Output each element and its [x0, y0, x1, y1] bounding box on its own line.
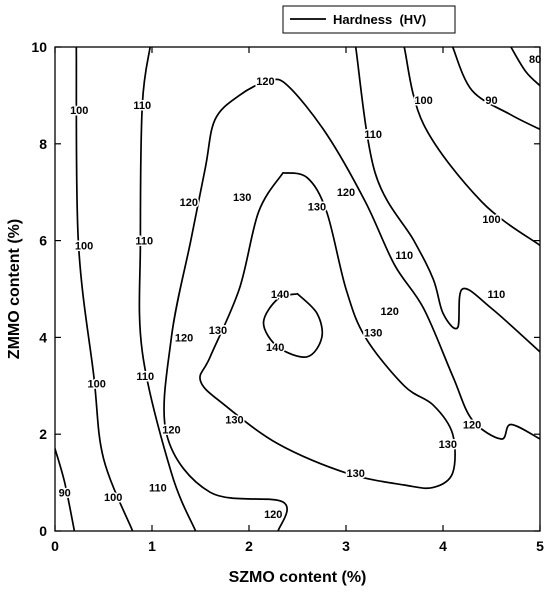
- contour-label-90: 90: [485, 95, 497, 107]
- contour-label-130: 130: [439, 439, 457, 451]
- y-tick-label: 2: [39, 426, 47, 442]
- contour-label-120: 120: [256, 76, 274, 88]
- contour-label-120: 120: [463, 420, 481, 432]
- legend-label: Hardness (HV): [333, 12, 426, 27]
- contour-label-130: 130: [225, 415, 243, 427]
- contour-label-140: 140: [271, 289, 289, 301]
- contour-label-130: 130: [308, 202, 326, 214]
- contour-label-110: 110: [133, 100, 151, 112]
- contour-label-130: 130: [364, 328, 382, 340]
- y-tick-label: 4: [39, 329, 47, 345]
- contours-layer: [55, 47, 540, 531]
- contour-label-100: 100: [414, 95, 432, 107]
- contour-line-100: [403, 47, 540, 247]
- x-axis-title: SZMO content (%): [229, 569, 367, 586]
- contour-label-80: 80: [529, 54, 541, 66]
- contour-line-140: [262, 292, 324, 358]
- contour-label-100: 100: [104, 492, 122, 504]
- contour-line-110: [354, 47, 540, 353]
- contour-label-130: 130: [209, 325, 227, 337]
- contour-label-90: 90: [59, 487, 71, 499]
- contour-label-120: 120: [264, 509, 282, 521]
- contour-line-130: [199, 171, 456, 490]
- contour-label-100: 100: [70, 105, 88, 117]
- y-axis-title: ZMMO content (%): [6, 219, 23, 359]
- contour-line-100: [75, 47, 134, 531]
- contour-label-120: 120: [180, 197, 198, 209]
- contour-label-110: 110: [487, 289, 505, 301]
- contour-line-80: [510, 47, 540, 87]
- x-tick-label: 5: [536, 538, 544, 554]
- y-tick-label: 8: [39, 136, 47, 152]
- x-tick-label: 4: [439, 538, 447, 554]
- contour-label-120: 120: [337, 187, 355, 199]
- contour-label-110: 110: [364, 129, 382, 141]
- y-tick-label: 0: [39, 523, 47, 539]
- y-axis-ticks: 0 2 4 6 8 10: [31, 39, 540, 539]
- plot-frame: [54, 46, 541, 532]
- y-tick-label: 10: [31, 39, 47, 55]
- contour-label-100: 100: [482, 214, 500, 226]
- contour-line-90: [451, 47, 540, 131]
- x-tick-label: 1: [148, 538, 156, 554]
- contour-label-130: 130: [233, 192, 251, 204]
- legend: Hardness (HV): [282, 5, 456, 34]
- contour-label-120: 120: [175, 332, 193, 344]
- x-tick-label: 2: [245, 538, 253, 554]
- contour-label-130: 130: [347, 468, 365, 480]
- contour-line-120: [163, 78, 540, 531]
- contour-label-140: 140: [266, 342, 284, 354]
- contour-label-120: 120: [162, 424, 180, 436]
- contour-label-110: 110: [395, 250, 413, 262]
- x-tick-label: 3: [342, 538, 350, 554]
- contour-label-110: 110: [149, 482, 167, 494]
- contour-label-100: 100: [75, 240, 93, 252]
- contour-line-90: [55, 447, 76, 531]
- contour-label-100: 100: [88, 378, 106, 390]
- contour-line-110: [138, 47, 197, 531]
- y-tick-label: 6: [39, 233, 47, 249]
- contour-label-110: 110: [136, 371, 154, 383]
- x-axis-ticks: 0 1 2 3 4 5: [51, 47, 544, 554]
- x-tick-label: 0: [51, 538, 59, 554]
- contour-label-120: 120: [380, 306, 398, 318]
- contour-label-110: 110: [135, 236, 153, 248]
- contour-labels-layer: 80 90 90 100 100 100 100 100 100 110 110 110 110 110 1…: [57, 53, 543, 523]
